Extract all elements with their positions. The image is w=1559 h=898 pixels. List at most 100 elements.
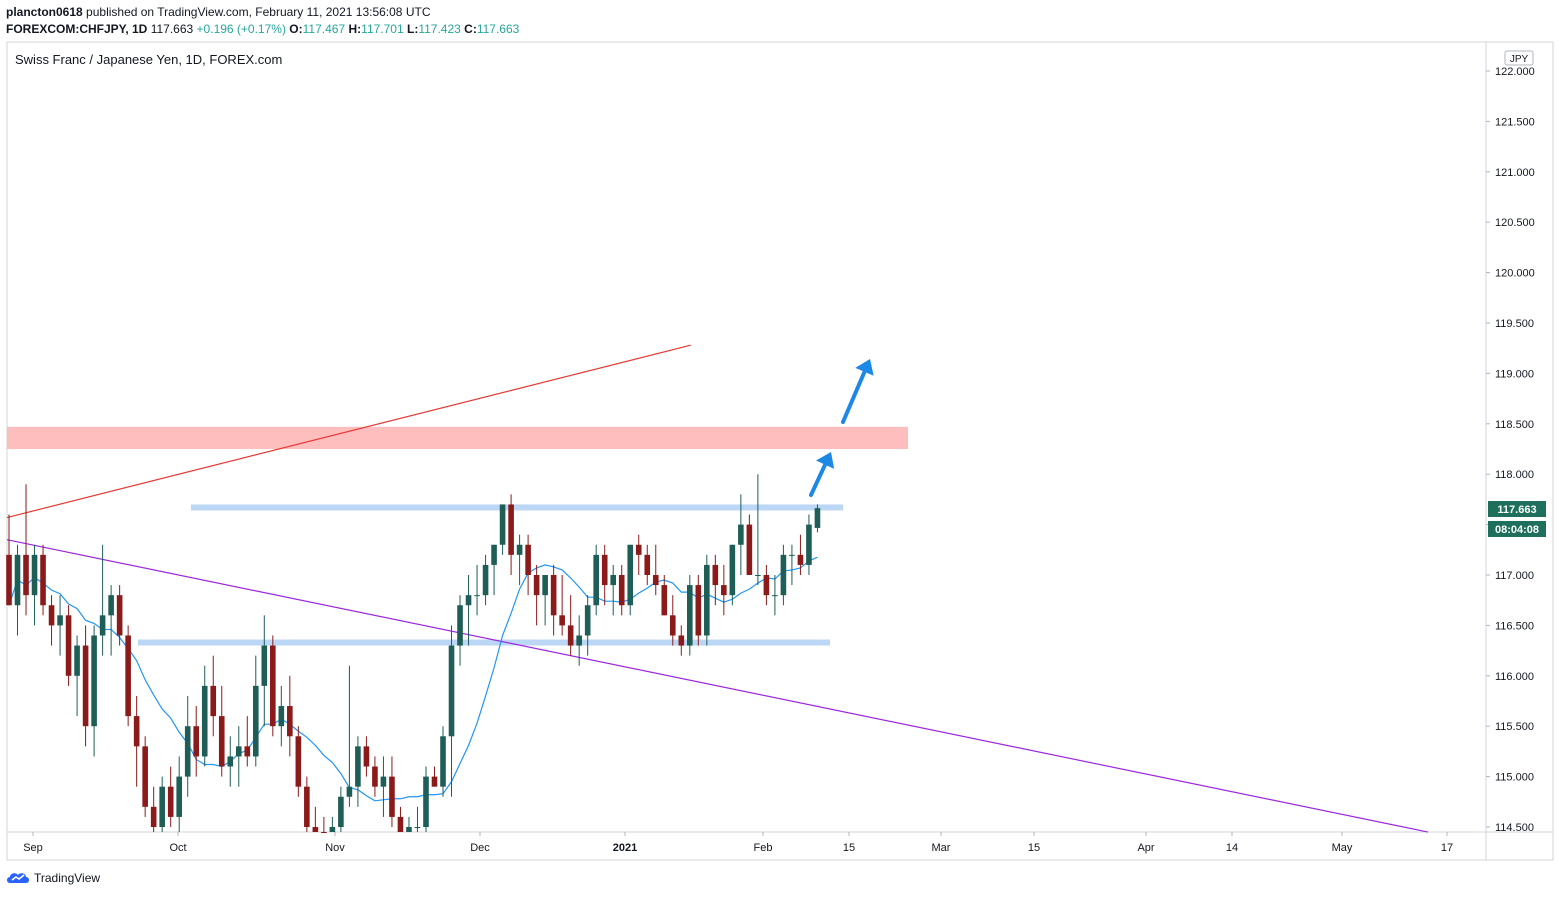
author-name[interactable]: plancton0618 [6, 5, 83, 19]
upper-support-band[interactable] [191, 504, 843, 511]
candle-body [423, 776, 429, 827]
candle [159, 776, 165, 832]
candle-body [593, 554, 599, 606]
y-tick-label: 121.000 [1495, 167, 1535, 179]
candle-body [142, 746, 148, 807]
legend-title: Swiss Franc / Japanese Yen, 1D, FOREX.co… [15, 52, 282, 67]
open-value: 117.467 [302, 22, 346, 36]
candle [431, 766, 438, 787]
candle-body [270, 645, 276, 727]
candle-body [406, 827, 412, 832]
candle-body [780, 554, 787, 596]
candle-body [48, 605, 55, 626]
arrow-shaft [809, 462, 828, 497]
candle [440, 726, 446, 797]
candle [355, 736, 361, 807]
candle-body [661, 585, 668, 616]
candle [729, 544, 736, 606]
candle-body [499, 504, 506, 545]
purple-trendline[interactable] [6, 539, 1429, 833]
candle [414, 806, 421, 832]
candle [31, 544, 38, 626]
arrow-head [816, 452, 835, 469]
candle-body [389, 776, 395, 817]
candle [491, 544, 497, 596]
low-value: 117.423 [418, 22, 461, 36]
candle-body [414, 827, 421, 828]
x-tick-label: Oct [169, 842, 186, 854]
candle [627, 544, 634, 616]
up-arrow-small-icon[interactable] [809, 452, 835, 497]
symbol-label: FOREXCOM:CHFJPY, 1D [6, 22, 148, 36]
candle-body [65, 615, 72, 676]
candle [389, 756, 395, 827]
candle [516, 534, 523, 586]
x-tick-label: 2021 [613, 842, 637, 854]
moving-average-line [8, 556, 818, 802]
candle-body [6, 554, 12, 606]
candle [780, 544, 787, 606]
currency-badge[interactable]: JPY [1504, 50, 1534, 66]
candle [312, 806, 319, 832]
candle-body [576, 635, 582, 646]
candle [295, 726, 302, 797]
candle-body [746, 524, 753, 575]
candle-body [99, 615, 106, 636]
candle [252, 655, 259, 767]
resistance-zone[interactable] [7, 426, 908, 449]
y-tick-label: 119.500 [1495, 318, 1534, 330]
candle [738, 494, 744, 575]
candle-body [678, 635, 685, 646]
candle [57, 595, 63, 656]
high-value: 117.701 [361, 22, 404, 36]
candle [304, 776, 310, 832]
red-trendline[interactable] [6, 344, 691, 519]
candle [329, 816, 336, 832]
candle [125, 625, 131, 727]
candle [201, 665, 208, 767]
candle [184, 695, 191, 797]
candle-body [304, 786, 310, 827]
candle-body [474, 595, 480, 597]
x-tick-label: 15 [843, 842, 855, 854]
candle [721, 564, 727, 616]
arrow-head [855, 359, 874, 376]
candle-body [704, 564, 710, 636]
candle [193, 706, 200, 777]
tradingview-footer[interactable]: TradingView [6, 871, 100, 885]
candle-body [116, 595, 123, 636]
candle [167, 766, 174, 827]
candle [48, 595, 55, 646]
candle [533, 564, 540, 626]
candle [644, 544, 651, 586]
candle [525, 534, 531, 596]
candle [797, 534, 804, 575]
y-tick-label: 117.000 [1495, 570, 1534, 582]
candle [244, 716, 251, 767]
candle-body [193, 726, 200, 757]
candle [133, 695, 140, 787]
candle-body [244, 746, 251, 757]
candle [584, 595, 591, 656]
candle [669, 595, 676, 646]
candle-body [312, 827, 319, 832]
candle [372, 756, 378, 797]
y-tick-label: 119.000 [1495, 368, 1534, 380]
candle [40, 544, 46, 616]
candle-body [695, 585, 702, 636]
up-arrow-large-icon[interactable] [841, 359, 874, 424]
y-tick-label: 114.500 [1495, 822, 1534, 834]
candle-body [559, 615, 565, 626]
candle [712, 554, 719, 606]
lower-support-band[interactable] [138, 639, 830, 646]
candle [91, 625, 97, 757]
candle-body [23, 554, 29, 596]
close-label: C: [464, 22, 477, 36]
candle [482, 554, 489, 606]
candle [176, 756, 182, 832]
candle-body [465, 595, 472, 606]
candle-body [150, 806, 157, 827]
candle-body [601, 554, 608, 586]
candle [346, 665, 353, 807]
